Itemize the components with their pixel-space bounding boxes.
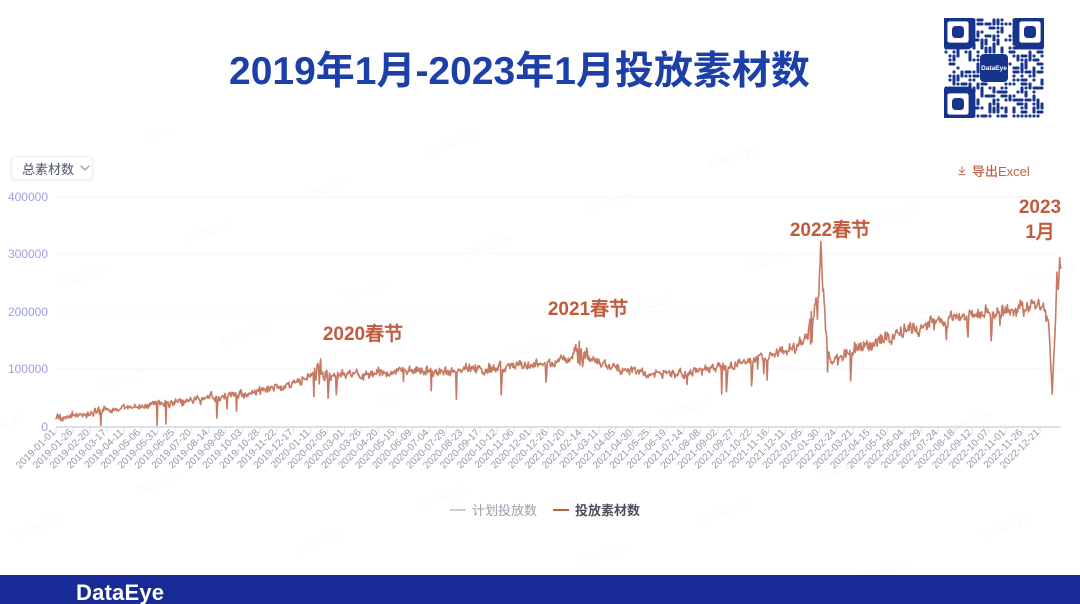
- svg-text:100000: 100000: [8, 362, 48, 376]
- svg-text:2023: 2023: [1019, 197, 1061, 218]
- svg-text:2022春节: 2022春节: [790, 218, 870, 241]
- svg-text:2020春节: 2020春节: [323, 322, 403, 345]
- svg-text:300000: 300000: [8, 247, 48, 261]
- svg-text:2021春节: 2021春节: [548, 297, 628, 320]
- svg-text:200000: 200000: [8, 305, 48, 319]
- svg-text:400000: 400000: [8, 190, 48, 204]
- svg-text:1月: 1月: [1025, 222, 1055, 243]
